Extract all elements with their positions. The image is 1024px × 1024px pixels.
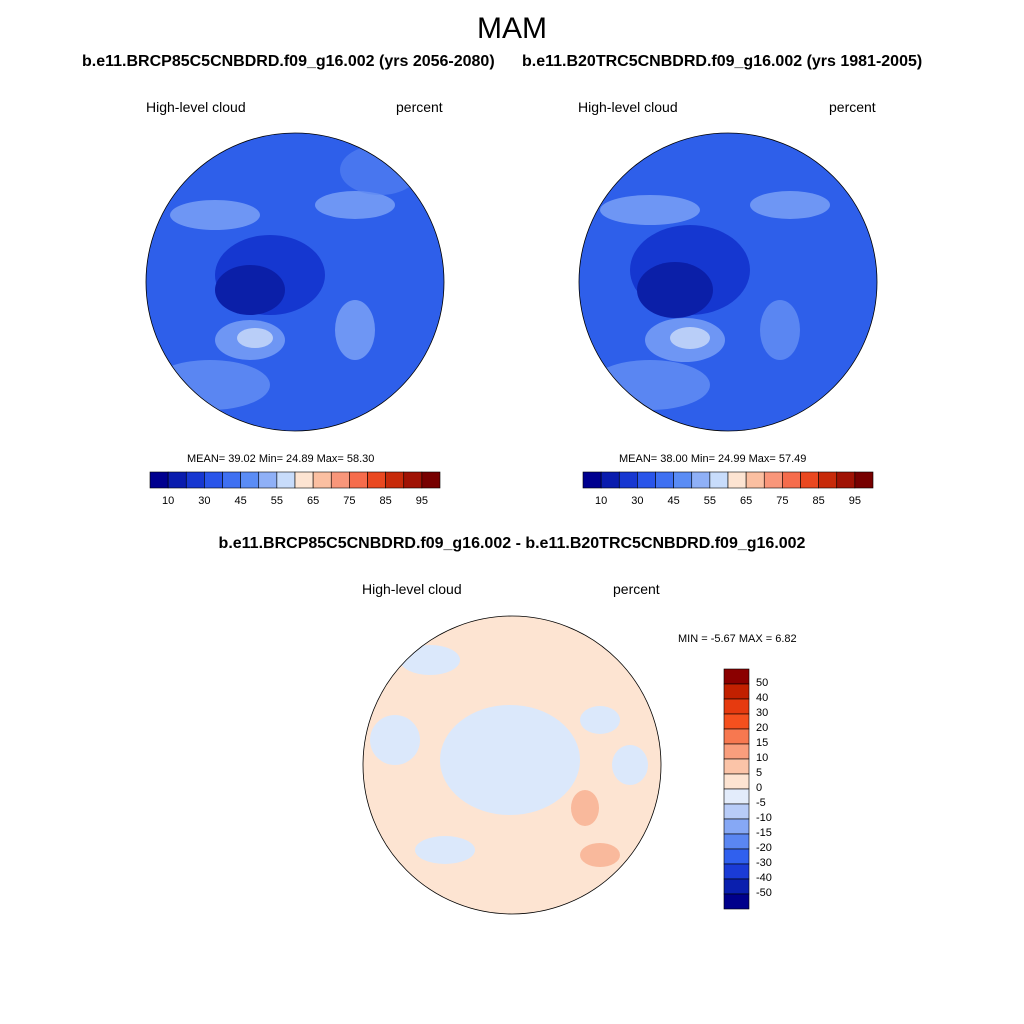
colorbar-tick-label: 0: [756, 782, 763, 794]
colorbar-tick-label: 45: [667, 495, 680, 507]
colorbar-tick-label: 10: [756, 752, 769, 764]
colorbar-swatch: [618, 471, 638, 489]
stats-right: MEAN= 38.00 Min= 24.99 Max= 57.49: [619, 453, 807, 465]
colorbar-swatch: [600, 471, 620, 489]
variable-label-left: High-level cloud: [146, 99, 246, 115]
colorbar-swatch: [723, 788, 750, 805]
colorbar-tick-label: 75: [343, 495, 356, 507]
colorbar-swatch: [727, 471, 747, 489]
colorbar-swatch: [276, 471, 296, 489]
colorbar-tick-label: -50: [756, 887, 772, 899]
colorbar-swatch: [723, 743, 750, 760]
colorbar-tick-label: 65: [307, 495, 320, 507]
colorbar-swatch: [723, 833, 750, 850]
colorbar-swatch: [723, 803, 750, 820]
season-title: MAM: [477, 12, 547, 45]
variable-label-right: High-level cloud: [578, 99, 678, 115]
colorbar-swatch: [723, 758, 750, 775]
colorbar-swatch: [204, 471, 223, 489]
colorbar-tick-label: -10: [756, 812, 772, 824]
colorbar-swatch: [709, 471, 729, 489]
colorbar-swatch: [723, 773, 750, 790]
colorbar-swatch: [800, 471, 819, 489]
colorbar-tick-label: -15: [756, 827, 772, 839]
colorbar-swatch: [403, 471, 423, 489]
colorbar-tick-label: 45: [234, 495, 247, 507]
colorbar-swatch: [185, 471, 205, 489]
colorbar-tick-label: 85: [379, 495, 392, 507]
colorbar-tick-label: 95: [848, 495, 861, 507]
colorbar-tick-label: 10: [162, 495, 175, 507]
colorbar-swatch: [763, 471, 783, 489]
colorbar-tick-label: 30: [198, 495, 211, 507]
colorbar-tick-label: 75: [776, 495, 789, 507]
units-label-right: percent: [829, 99, 876, 115]
colorbar-swatch: [723, 668, 750, 685]
colorbar-tick-label: 40: [756, 692, 769, 704]
colorbar-swatch: [258, 471, 278, 489]
variable-label-difference: High-level cloud: [362, 581, 462, 597]
colorbar-swatch: [723, 698, 750, 715]
case-title-right: b.e11.B20TRC5CNBDRD.f09_g16.002 (yrs 198…: [522, 53, 923, 70]
colorbar-tick-label: -30: [756, 857, 772, 869]
colorbar-swatch: [149, 471, 169, 489]
colorbar-tick-label: 95: [415, 495, 428, 507]
colorbar-swatch: [723, 728, 750, 745]
colorbar-swatch: [312, 471, 332, 489]
colorbar-swatch: [818, 471, 838, 489]
colorbar-tick-label: 15: [756, 737, 769, 749]
colorbar-swatch: [240, 471, 260, 489]
colorbar-swatch: [723, 818, 750, 835]
colorbar-swatch: [655, 471, 674, 489]
colorbar-swatch: [582, 471, 602, 489]
colorbar-swatch: [421, 471, 441, 489]
colorbar-swatch: [167, 471, 187, 489]
colorbar-tick-label: 5: [756, 767, 763, 779]
colorbar-swatch: [782, 471, 801, 489]
colorbar-swatch: [723, 878, 750, 895]
units-label-difference: percent: [613, 581, 660, 597]
colorbar-swatch: [673, 471, 693, 489]
colorbar-difference: [723, 668, 750, 910]
colorbar-tick-label: 55: [703, 495, 716, 507]
colorbar-tick-label: 30: [631, 495, 644, 507]
colorbar-swatch: [723, 863, 750, 880]
colorbar-swatch: [723, 848, 750, 865]
colorbar-swatch: [637, 471, 656, 489]
colorbar-swatch: [294, 471, 314, 489]
map-right: [579, 133, 877, 431]
colorbar-tick-label: -40: [756, 872, 772, 884]
case-title-left: b.e11.BRCP85C5CNBDRD.f09_g16.002 (yrs 20…: [82, 53, 495, 70]
colorbar-swatch: [723, 893, 750, 910]
map-left: [146, 133, 444, 431]
colorbar-tick-label: 20: [756, 722, 769, 734]
difference-title: b.e11.BRCP85C5CNBDRD.f09_g16.002 - b.e11…: [218, 535, 806, 552]
units-label-left: percent: [396, 99, 443, 115]
colorbar-swatch: [836, 471, 856, 489]
colorbar-swatch: [349, 471, 368, 489]
colorbar-left: [149, 471, 441, 489]
colorbar-swatch: [367, 471, 386, 489]
colorbar-tick-label: 50: [756, 677, 769, 689]
colorbar-swatch: [723, 683, 750, 700]
colorbar-tick-label: 85: [812, 495, 825, 507]
colorbar-swatch: [222, 471, 241, 489]
colorbar-swatch: [745, 471, 765, 489]
colorbar-swatch: [854, 471, 874, 489]
colorbar-tick-label: 65: [740, 495, 753, 507]
colorbar-swatch: [723, 713, 750, 730]
colorbar-swatch: [385, 471, 405, 489]
colorbar-tick-label: -5: [756, 797, 766, 809]
colorbar-tick-label: 55: [270, 495, 283, 507]
map-difference: [363, 616, 661, 914]
colorbar-swatch: [330, 471, 350, 489]
stats-difference: MIN = -5.67 MAX = 6.82: [678, 633, 797, 645]
colorbar-tick-label: 30: [756, 707, 769, 719]
colorbar-right: [582, 471, 874, 489]
colorbar-swatch: [691, 471, 711, 489]
stats-left: MEAN= 39.02 Min= 24.89 Max= 58.30: [187, 453, 375, 465]
colorbar-tick-label: -20: [756, 842, 772, 854]
colorbar-tick-label: 10: [595, 495, 608, 507]
